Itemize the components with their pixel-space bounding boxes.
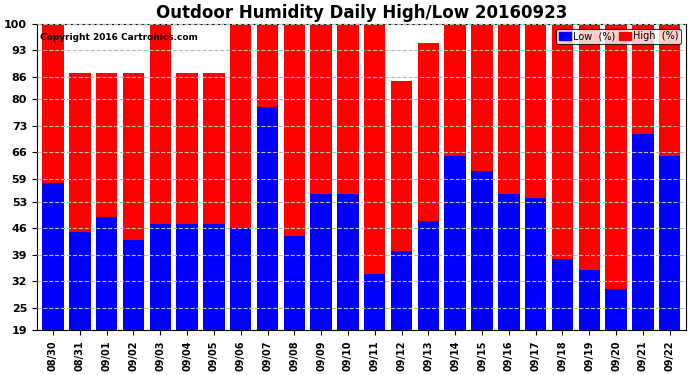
Bar <box>230 228 251 330</box>
Bar <box>471 24 493 330</box>
Bar <box>525 24 546 330</box>
Bar <box>203 73 225 330</box>
Bar <box>123 73 144 330</box>
Bar <box>42 183 63 330</box>
Bar <box>659 156 680 330</box>
Bar <box>579 24 600 330</box>
Bar <box>69 232 90 330</box>
Bar <box>150 24 171 330</box>
Bar <box>177 73 198 330</box>
Text: Copyright 2016 Cartronics.com: Copyright 2016 Cartronics.com <box>40 33 198 42</box>
Bar <box>230 24 251 330</box>
Legend: Low  (%), High  (%): Low (%), High (%) <box>556 28 681 44</box>
Bar <box>337 194 359 330</box>
Bar <box>42 24 63 330</box>
Bar <box>605 24 627 330</box>
Bar <box>123 240 144 330</box>
Bar <box>203 225 225 330</box>
Bar <box>552 258 573 330</box>
Bar <box>257 107 278 330</box>
Bar <box>444 156 466 330</box>
Bar <box>632 24 653 330</box>
Bar <box>417 43 439 330</box>
Bar <box>177 225 198 330</box>
Bar <box>444 24 466 330</box>
Bar <box>257 24 278 330</box>
Bar <box>659 24 680 330</box>
Bar <box>150 225 171 330</box>
Bar <box>498 24 520 330</box>
Bar <box>417 220 439 330</box>
Title: Outdoor Humidity Daily High/Low 20160923: Outdoor Humidity Daily High/Low 20160923 <box>156 4 567 22</box>
Bar <box>284 24 305 330</box>
Bar <box>310 194 332 330</box>
Bar <box>471 171 493 330</box>
Bar <box>525 198 546 330</box>
Bar <box>284 236 305 330</box>
Bar <box>337 24 359 330</box>
Bar <box>310 24 332 330</box>
Bar <box>552 24 573 330</box>
Bar <box>364 24 386 330</box>
Bar <box>69 73 90 330</box>
Bar <box>605 289 627 330</box>
Bar <box>364 274 386 330</box>
Bar <box>632 134 653 330</box>
Bar <box>96 73 117 330</box>
Bar <box>96 217 117 330</box>
Bar <box>579 270 600 330</box>
Bar <box>391 81 413 330</box>
Bar <box>391 251 413 330</box>
Bar <box>498 194 520 330</box>
